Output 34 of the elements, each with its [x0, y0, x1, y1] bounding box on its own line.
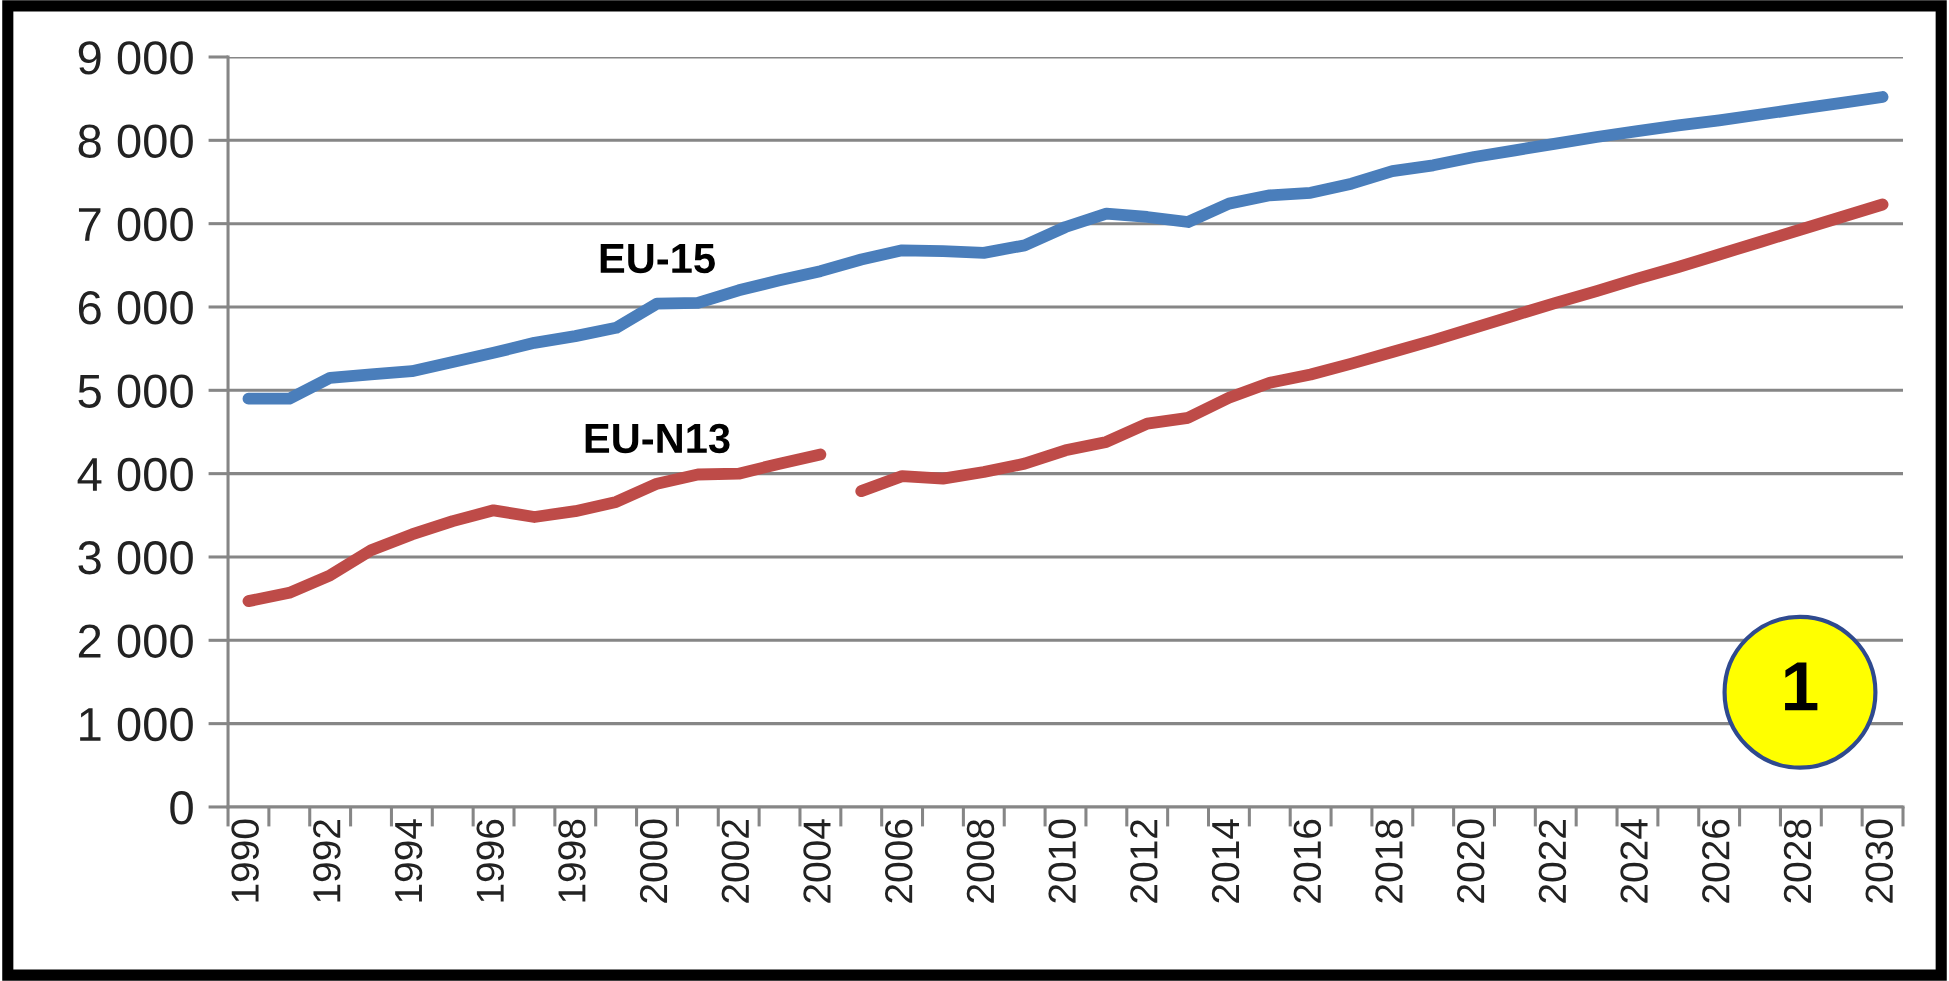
x-tick-label: 2026 [1702, 819, 1730, 903]
y-tick-label: 1 000 [80, 707, 193, 742]
y-tick-label: 9 000 [78, 41, 193, 75]
x-tick-label: 1990 [231, 819, 259, 902]
x-tick-label: 2002 [721, 820, 750, 903]
y-tick-label: 8 000 [78, 124, 193, 158]
x-tick-label: 2020 [1456, 819, 1485, 903]
series-label: EU-15 [600, 244, 715, 274]
y-tick-label: 0 [170, 791, 193, 825]
x-tick-label: 2030 [1865, 819, 1894, 903]
y-tick-label: 5 000 [78, 374, 193, 408]
x-tick-label: 1994 [394, 819, 423, 902]
x-tick-label: 2006 [885, 819, 913, 903]
y-tick-label: 3 000 [78, 541, 193, 575]
y-tick-label: 2 000 [78, 624, 193, 658]
x-tick-label: 2008 [966, 819, 995, 903]
x-tick-label: 1996 [476, 819, 505, 902]
x-tick-label: 2022 [1538, 820, 1567, 903]
y-tick-label: 4 000 [77, 457, 193, 492]
x-tick-label: 2014 [1211, 819, 1240, 903]
series-label: EU-N13 [585, 423, 730, 454]
x-tick-label: 2010 [1048, 819, 1076, 903]
x-tick-label: 2028 [1783, 819, 1812, 903]
x-tick-label: 2004 [803, 819, 831, 903]
x-tick-label: 1992 [313, 820, 341, 902]
x-tick-label: 2024 [1620, 819, 1648, 903]
x-tick-label: 2016 [1293, 819, 1322, 903]
x-tick-label: 1998 [558, 819, 586, 902]
x-tick-label: 2000 [639, 819, 668, 903]
x-tick-label: 2018 [1375, 819, 1403, 903]
annotation: 1 [1785, 662, 1818, 711]
y-tick-label: 6 000 [78, 291, 193, 325]
x-tick-label: 2012 [1130, 820, 1158, 903]
y-tick-label: 7 000 [78, 207, 193, 242]
